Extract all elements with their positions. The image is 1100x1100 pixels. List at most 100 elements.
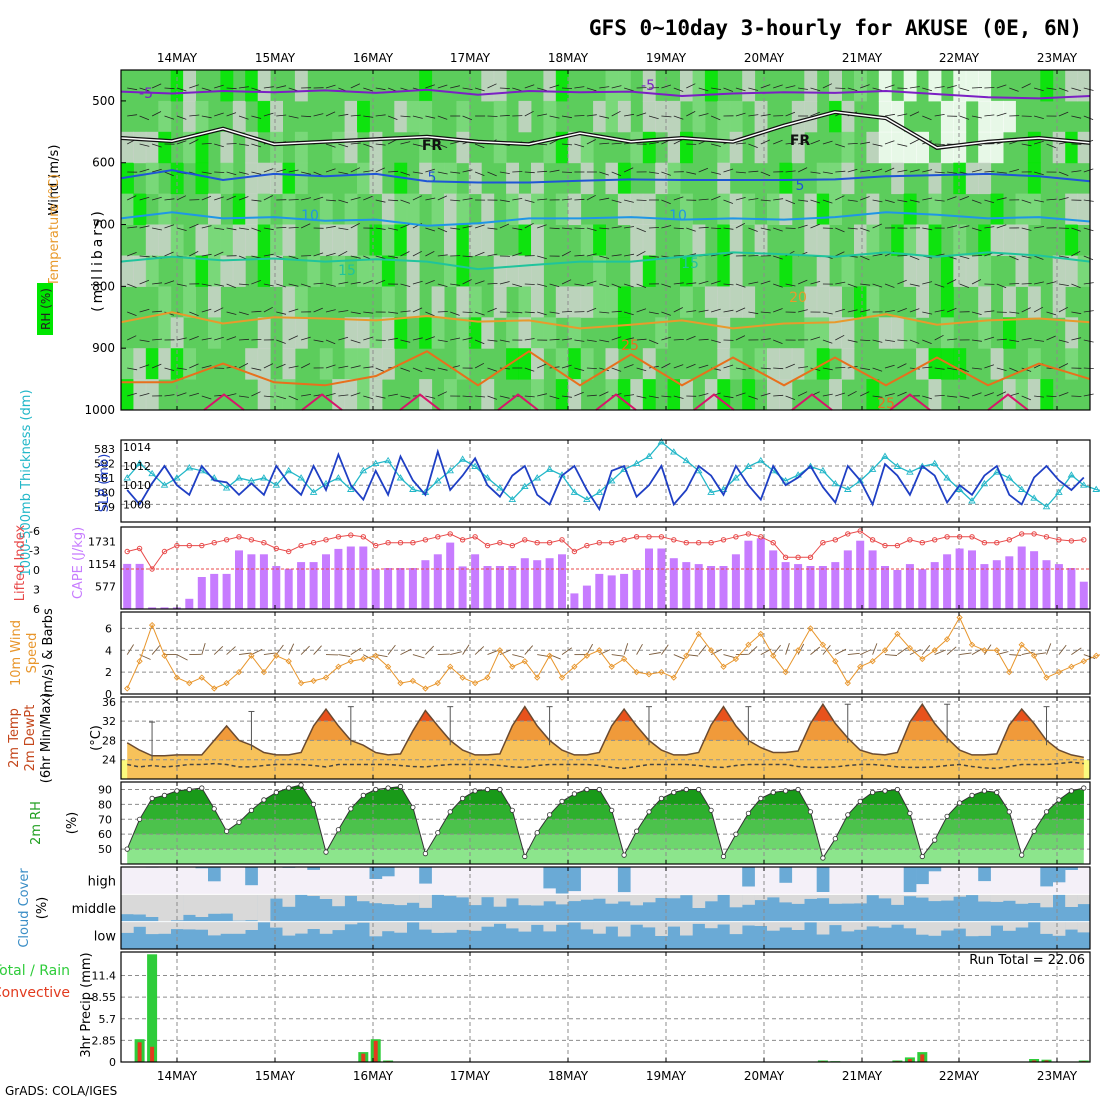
cape-bar	[1017, 546, 1026, 609]
lifted-index-point	[758, 534, 764, 540]
wind-barb	[586, 339, 597, 342]
lifted-index-point	[410, 540, 416, 546]
wind-barb	[648, 652, 661, 656]
rh-point	[261, 797, 267, 803]
cape-bar	[334, 548, 343, 609]
wind-barb	[847, 390, 857, 397]
middle-cloud-bar	[779, 894, 793, 903]
lifted-index-point	[497, 540, 503, 546]
rh-cell	[456, 131, 470, 164]
wind-speed-point	[1068, 663, 1075, 670]
wind-speed-point	[981, 647, 988, 654]
wind-barb	[412, 280, 423, 285]
rh-cell	[841, 131, 855, 164]
wind-barb	[760, 114, 771, 117]
date-tick-label: 20MAY	[744, 51, 785, 65]
wind-barb	[797, 643, 805, 655]
rh-cell	[1027, 348, 1041, 380]
low-cloud-bar	[456, 921, 470, 930]
date-tick-label: 14MAY	[157, 51, 198, 65]
wind-barb	[661, 171, 671, 176]
rh-cell	[555, 348, 569, 380]
wind-barb	[251, 171, 262, 175]
lifted-index-line	[127, 530, 1084, 570]
thickness-point	[732, 474, 740, 481]
wind-barb	[835, 251, 845, 257]
thickness-point	[819, 466, 827, 474]
wind-speed-point	[173, 674, 181, 681]
wind-barb	[623, 167, 634, 173]
wind-barb	[623, 87, 634, 92]
wind-barb	[947, 85, 957, 89]
lifted-index-point	[1031, 531, 1037, 537]
wind-barb	[897, 87, 908, 89]
wind-barb	[984, 644, 992, 655]
wind-speed-point	[422, 685, 429, 692]
high-cloud-bar	[245, 867, 258, 886]
lifted-index-point	[397, 540, 404, 546]
wind-barb	[909, 86, 920, 89]
rh-cell	[593, 224, 606, 256]
wind-barb	[872, 283, 883, 288]
isotherm-line	[301, 393, 343, 411]
wind-barb	[611, 226, 622, 229]
lifted-index-point	[373, 542, 379, 549]
wind-barb	[152, 338, 163, 341]
wind-speed-point	[198, 674, 205, 681]
wind-barb	[189, 251, 199, 257]
precip-convective-bar	[1044, 1060, 1049, 1062]
wind-barb	[711, 143, 721, 147]
wind-barb	[686, 227, 696, 232]
wind-speed-point	[235, 668, 243, 676]
wind-barb	[499, 281, 510, 285]
wind-barb	[984, 336, 995, 341]
thickness-point	[831, 479, 840, 487]
thickness-point	[670, 448, 678, 455]
wind-barb	[226, 87, 237, 90]
rh-cell	[456, 348, 470, 380]
wind-barb	[425, 645, 435, 655]
cape-bar	[520, 558, 529, 609]
wind-barb	[1083, 367, 1094, 369]
rh-fill-band	[127, 785, 1084, 805]
wind-barb	[735, 223, 745, 229]
rh-cell	[270, 255, 283, 287]
wind-barb	[201, 642, 206, 655]
low-cloud-bar	[692, 921, 706, 924]
rh-point	[708, 807, 714, 813]
lifted-axis-label: Lifted Index	[13, 524, 28, 601]
wind-barb	[1046, 643, 1052, 655]
date-tick-label: 18MAY	[548, 1069, 589, 1083]
rh-point	[199, 785, 205, 791]
cape-bar	[905, 564, 914, 609]
thickness-point	[707, 488, 715, 495]
cape-bar	[123, 563, 132, 609]
wind-barb	[909, 255, 920, 260]
wind-barb	[947, 171, 958, 174]
rh-cell	[667, 379, 681, 411]
wind-barb	[164, 280, 175, 285]
rh-cell	[456, 255, 470, 287]
wind-barb	[251, 367, 262, 371]
wind-barb	[785, 363, 795, 369]
cape-bar	[272, 566, 281, 609]
rh-cell	[506, 255, 519, 287]
wind-barb	[375, 143, 386, 146]
wind-barb	[127, 367, 138, 371]
wind-barb	[537, 283, 547, 287]
low-cloud-bar	[767, 921, 780, 931]
wind-barb	[288, 395, 299, 401]
wind-barb	[238, 311, 249, 316]
wind-speed-point	[707, 647, 715, 654]
rh-point	[298, 782, 304, 788]
cape-bar	[309, 562, 318, 609]
wind-barb	[611, 171, 622, 177]
cape-bar	[148, 607, 157, 609]
wind-barb	[450, 141, 460, 145]
rh-point	[745, 810, 752, 816]
thickness-point	[955, 485, 964, 492]
rh-cell	[680, 255, 693, 287]
wind-barb	[561, 364, 572, 369]
rh-cell	[978, 70, 992, 102]
